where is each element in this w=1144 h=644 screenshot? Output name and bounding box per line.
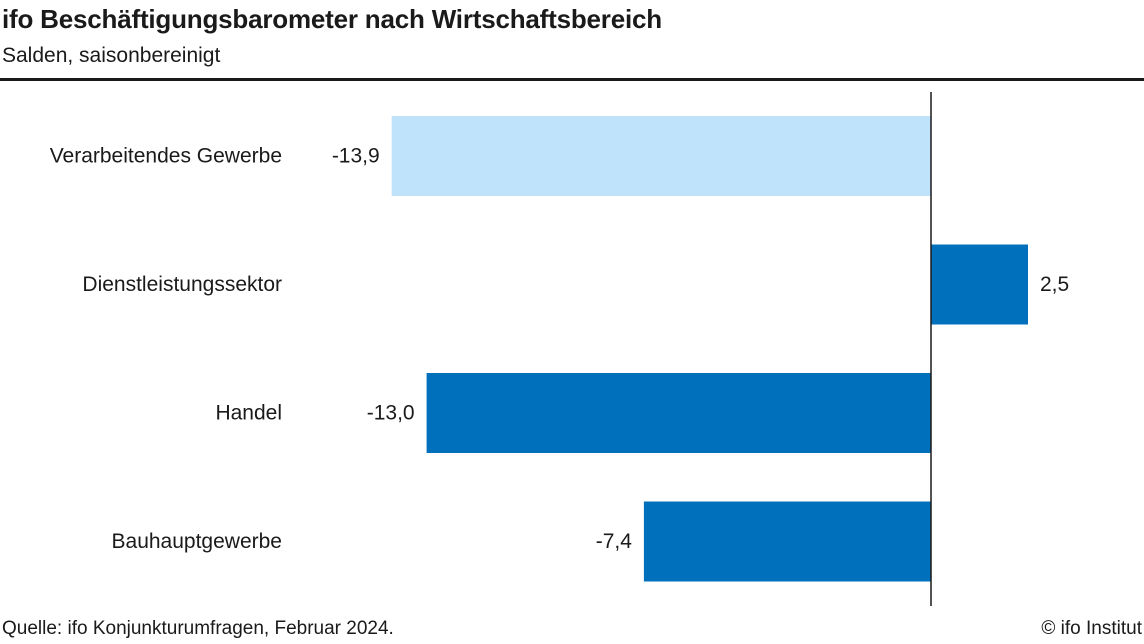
chart-subtitle: Salden, saisonbereinigt — [2, 44, 221, 67]
value-label: -13,0 — [367, 402, 415, 425]
value-label: 2,5 — [1040, 273, 1069, 296]
title-rule — [0, 78, 1144, 81]
bar-3 — [643, 501, 931, 582]
category-label: Handel — [215, 402, 282, 425]
value-label: -7,4 — [596, 530, 633, 553]
chart-title: ifo Beschäftigungsbarometer nach Wirtsch… — [2, 4, 662, 34]
category-label: Bauhauptgewerbe — [112, 530, 282, 553]
value-label: -13,9 — [332, 145, 380, 168]
category-label: Verarbeitendes Gewerbe — [50, 145, 282, 168]
source-note: Quelle: ifo Konjunkturumfragen, Februar … — [2, 618, 394, 639]
category-label: Dienstleistungssektor — [82, 273, 282, 296]
copyright-note: © ifo Institut — [1041, 618, 1142, 639]
bar-1 — [931, 244, 1028, 325]
bar-2 — [426, 373, 931, 453]
bar-0 — [391, 116, 931, 196]
